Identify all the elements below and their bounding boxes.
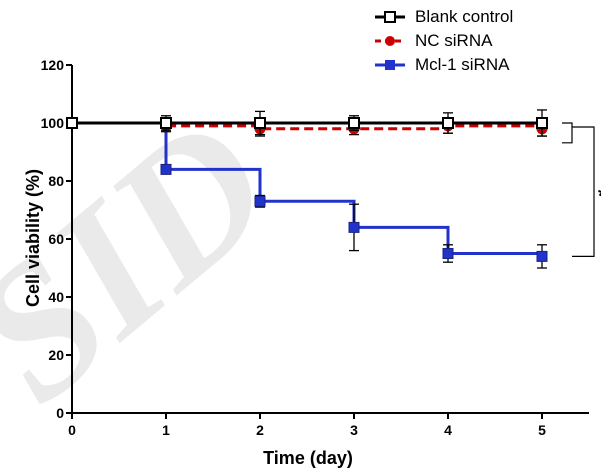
bracket-large [572,127,594,256]
y-tick-label: 0 [56,405,64,421]
y-tick-label: 20 [48,347,64,363]
data-point [161,118,171,128]
x-tick-label: 2 [256,422,264,438]
data-point [161,164,171,174]
legend-swatch-marker [385,36,395,46]
data-point [537,118,547,128]
x-axis-title: Time (day) [263,448,353,468]
legend-label: Blank control [415,7,513,26]
data-point [255,196,265,206]
x-tick-label: 5 [538,422,546,438]
data-point [349,222,359,232]
legend-swatch-marker [385,60,395,70]
data-point [443,249,453,259]
legend: Blank control NC siRNA Mcl-1 siRNA [375,7,513,74]
significance-bracket: * [562,123,601,256]
bracket-small [562,123,572,143]
legend-item: Mcl-1 siRNA [375,55,510,74]
y-axis-title: Cell viability (%) [23,169,43,307]
y-tick-label: 120 [41,57,65,73]
legend-item: NC siRNA [375,31,493,50]
y-tick-label: 100 [41,115,65,131]
x-tick-label: 3 [350,422,358,438]
legend-swatch-marker [385,12,395,22]
x-tick-label: 4 [444,422,452,438]
x-tick-label: 1 [162,422,170,438]
legend-label: Mcl-1 siRNA [415,55,510,74]
data-point [67,118,77,128]
data-point [349,118,359,128]
x-tick-label: 0 [68,422,76,438]
legend-label: NC siRNA [415,31,493,50]
y-tick-label: 60 [48,231,64,247]
y-tick-label: 40 [48,289,64,305]
y-tick-label: 80 [48,173,64,189]
data-point [255,118,265,128]
data-point [537,251,547,261]
data-point [443,118,453,128]
legend-item: Blank control [375,7,513,26]
